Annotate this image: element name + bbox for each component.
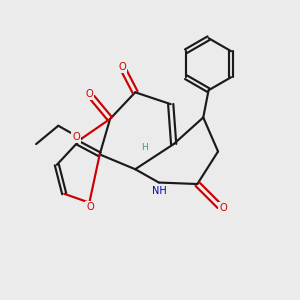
Text: NH: NH <box>152 186 167 197</box>
Text: O: O <box>118 61 126 72</box>
Text: O: O <box>72 132 80 142</box>
Text: O: O <box>86 202 94 212</box>
Text: O: O <box>219 203 227 213</box>
Text: O: O <box>85 89 93 99</box>
Text: H: H <box>141 143 148 152</box>
